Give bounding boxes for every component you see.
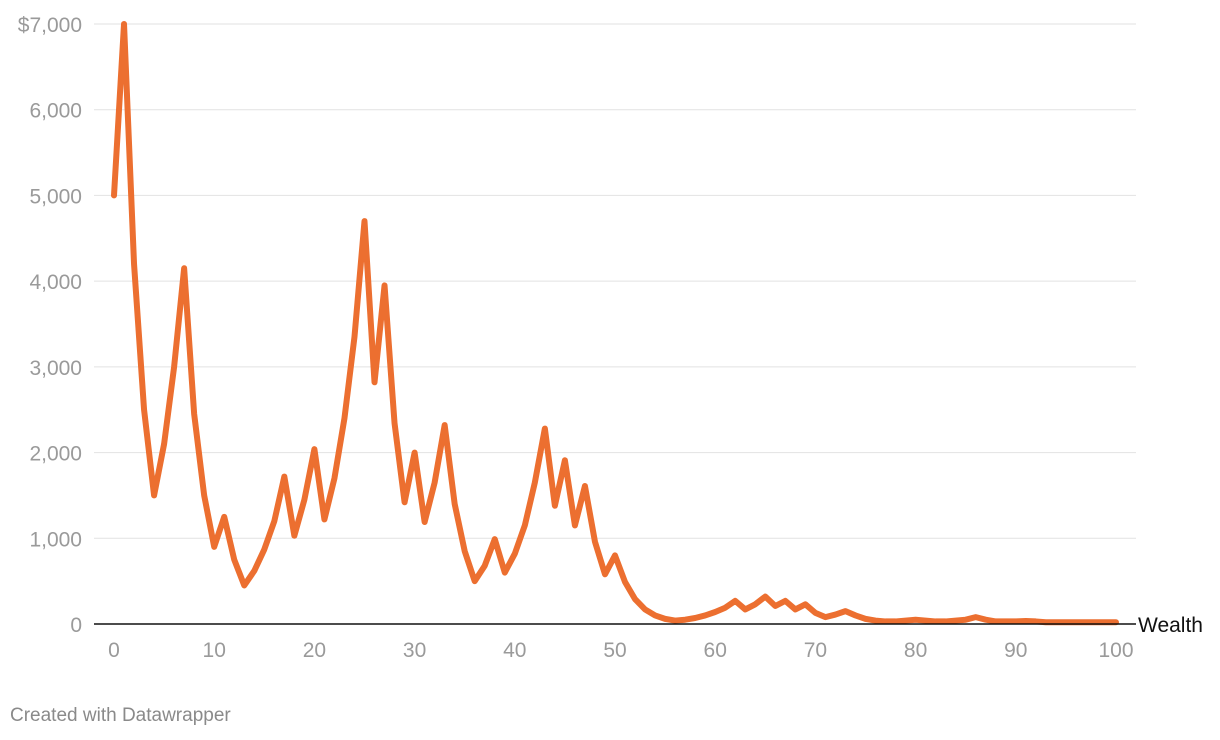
y-tick-label: 1,000: [29, 528, 82, 551]
x-tick-label: 30: [403, 639, 426, 662]
x-axis-labels: 0 10 20 30 40 50 60 70 80 90 100: [108, 639, 1133, 662]
x-axis-title: Wealth: [1138, 614, 1203, 637]
y-tick-label: 6,000: [29, 100, 82, 123]
y-tick-label: 3,000: [29, 357, 82, 380]
y-tick-label: 2,000: [29, 443, 82, 466]
x-tick-label: 50: [603, 639, 626, 662]
x-tick-label: 10: [203, 639, 226, 662]
x-tick-label: 70: [804, 639, 827, 662]
x-tick-label: 100: [1098, 639, 1133, 662]
y-tick-label: 4,000: [29, 271, 82, 294]
x-tick-label: 90: [1004, 639, 1027, 662]
y-tick-label: 5,000: [29, 185, 82, 208]
gridlines: [94, 23, 1136, 539]
y-axis-labels: 0 1,000 2,000 3,000 4,000 5,000 6,000 $7,000: [18, 14, 82, 637]
credit-text: Created with Datawrapper: [10, 705, 231, 726]
x-tick-label: 0: [108, 639, 120, 662]
x-tick-label: 20: [303, 639, 326, 662]
x-tick-label: 80: [904, 639, 927, 662]
x-tick-label: 40: [503, 639, 526, 662]
line-chart: 0 1,000 2,000 3,000 4,000 5,000 6,000 $7,000 0 1…: [18, 14, 1203, 662]
series-line: [111, 21, 1119, 626]
y-tick-label: 0: [70, 614, 82, 637]
x-tick-label: 60: [704, 639, 727, 662]
y-tick-label: $7,000: [18, 14, 82, 37]
series-layer: [111, 21, 1119, 626]
